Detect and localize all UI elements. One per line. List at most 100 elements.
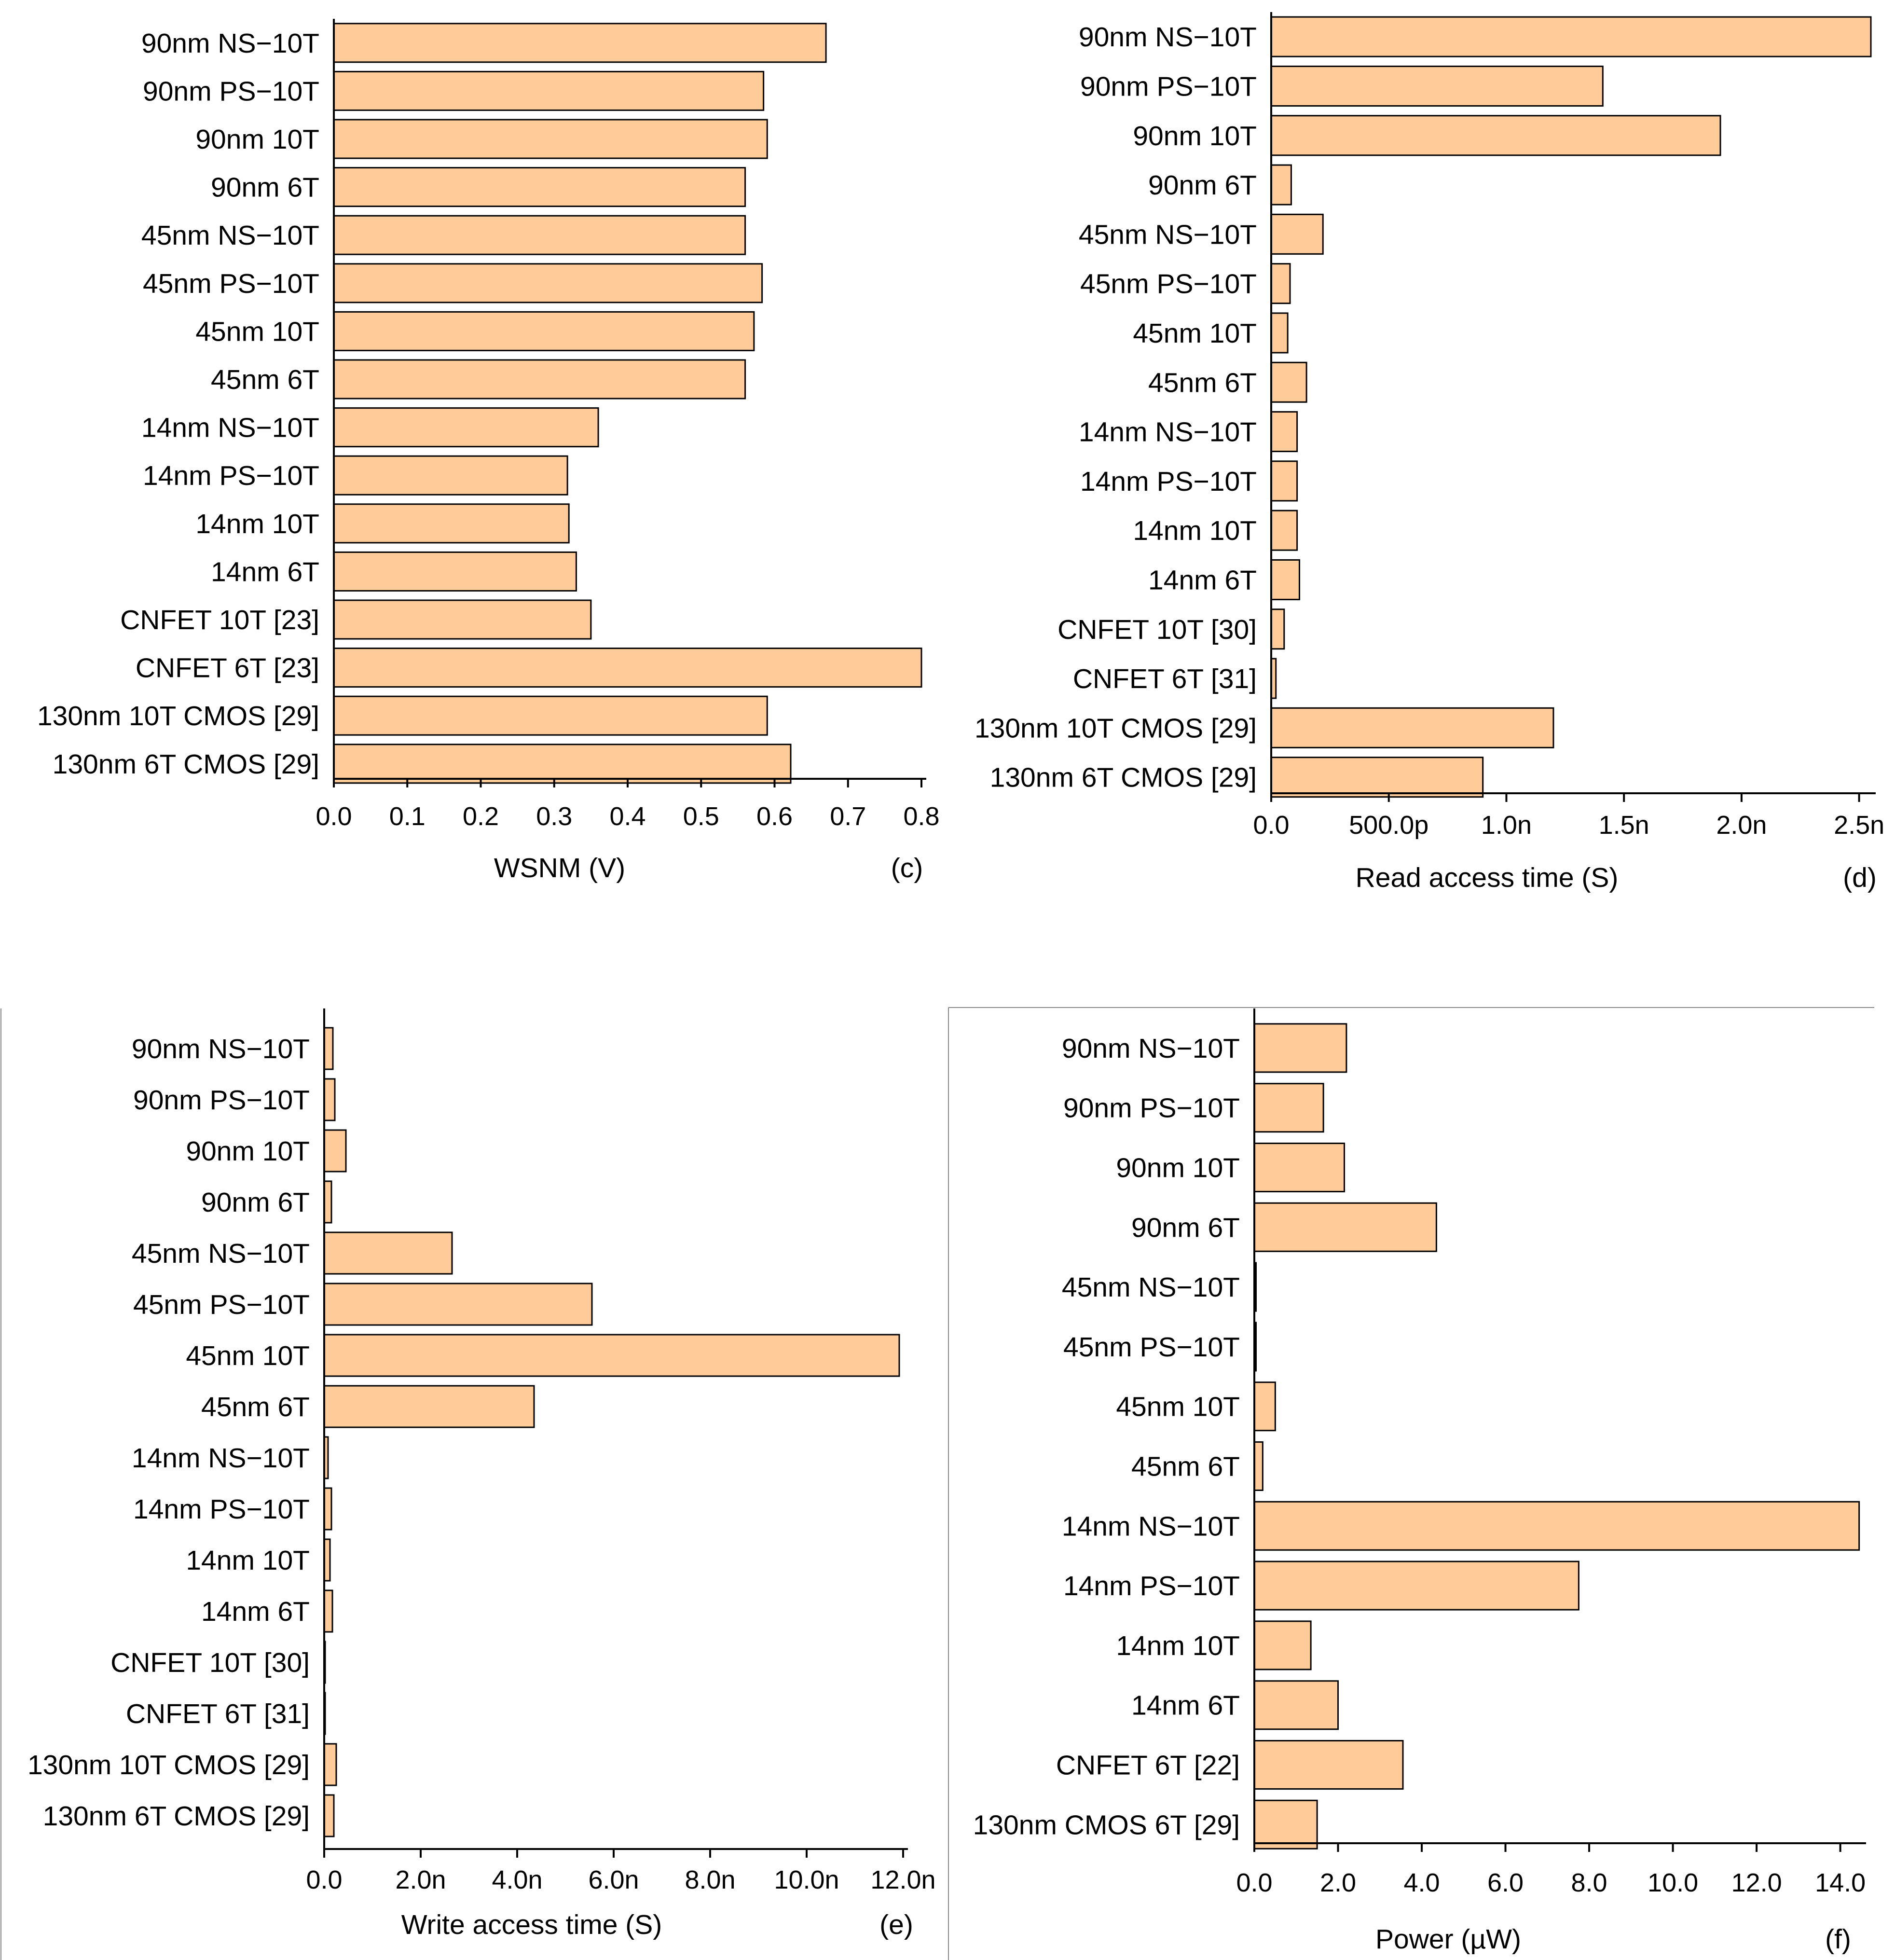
bar-d-7 [1270, 361, 1307, 403]
bar-d-11 [1270, 559, 1300, 600]
tick-label-e-4: 8.0n [685, 1865, 735, 1894]
category-label-d-12: CNFET 10T [30] [1057, 614, 1257, 645]
category-label-c-4: 45nm NS−10T [141, 220, 319, 251]
category-label-c-6: 45nm 10T [195, 316, 319, 347]
category-label-c-7: 45nm 6T [211, 364, 319, 395]
tick-label-f-6: 12.0 [1731, 1868, 1782, 1897]
tick-label-e-3: 6.0n [588, 1865, 639, 1894]
chart-d: 90nm NS−10T 90nm PS−10T 90nm 10T 90nm 6T 45n… [975, 12, 1884, 893]
bar-c-1 [333, 70, 765, 111]
category-label-d-2: 90nm 10T [1133, 121, 1257, 152]
tick-label-f-5: 10.0 [1648, 1868, 1698, 1897]
tick-label-f-7: 14.0 [1815, 1868, 1866, 1897]
category-label-e-12: CNFET 10T [30] [110, 1647, 310, 1678]
bar-e-14 [323, 1743, 337, 1786]
category-label-d-11: 14nm 6T [1148, 565, 1257, 595]
category-label-e-6: 45nm 10T [186, 1340, 310, 1371]
category-label-c-11: 14nm 6T [211, 556, 319, 587]
tick-label-f-0: 0.0 [1236, 1868, 1272, 1897]
bar-f-13 [1253, 1799, 1318, 1850]
bar-f-1 [1253, 1083, 1324, 1133]
category-label-d-8: 14nm NS−10T [1079, 417, 1257, 448]
tick-label-c-0: 0.0 [316, 802, 352, 831]
bar-d-8 [1270, 411, 1298, 453]
category-label-d-15: 130nm 6T CMOS [29] [990, 762, 1257, 793]
bar-e-4 [323, 1231, 453, 1275]
chart-f: 90nm NS−10T 90nm PS−10T 90nm 10T 90nm 6T 45n… [973, 1008, 1866, 1955]
x-axis-label-d: Read access time (S) [1356, 862, 1619, 893]
category-label-d-7: 45nm 6T [1148, 367, 1257, 398]
bar-c-12 [333, 599, 592, 640]
category-label-f-10: 14nm 10T [1116, 1630, 1240, 1661]
tick-label-d-1: 500.0p [1349, 811, 1428, 840]
bar-c-0 [333, 23, 827, 63]
category-label-c-13: CNFET 6T [23] [136, 653, 319, 684]
category-label-f-9: 14nm PS−10T [1063, 1571, 1240, 1601]
tick-label-c-6: 0.6 [756, 802, 793, 831]
category-label-e-5: 45nm PS−10T [133, 1289, 310, 1320]
bar-e-0 [323, 1027, 334, 1070]
bar-d-2 [1270, 115, 1721, 156]
category-label-f-2: 90nm 10T [1116, 1153, 1240, 1184]
category-label-f-0: 90nm NS−10T [1062, 1033, 1240, 1064]
tick-label-c-7: 0.7 [830, 802, 866, 831]
tick-label-c-1: 0.1 [389, 802, 426, 831]
bar-c-3 [333, 167, 746, 207]
bar-f-8 [1253, 1501, 1860, 1551]
category-label-c-15: 130nm 6T CMOS [29] [53, 749, 319, 780]
category-label-e-14: 130nm 10T CMOS [29] [27, 1750, 310, 1781]
bar-f-12 [1253, 1740, 1404, 1790]
x-axis-label-f: Power (µW) [1375, 1924, 1521, 1955]
category-label-f-8: 14nm NS−10T [1062, 1511, 1240, 1542]
bar-f-9 [1253, 1560, 1579, 1611]
category-label-f-7: 45nm 6T [1131, 1451, 1240, 1482]
bar-e-7 [323, 1385, 535, 1428]
category-label-c-1: 90nm PS−10T [143, 76, 319, 107]
bar-c-6 [333, 311, 755, 351]
tick-label-c-5: 0.5 [683, 802, 719, 831]
bar-d-9 [1270, 460, 1298, 502]
tick-label-c-4: 0.4 [609, 802, 645, 831]
category-label-e-9: 14nm PS−10T [133, 1494, 310, 1525]
bar-d-10 [1270, 510, 1298, 551]
category-label-f-6: 45nm 10T [1116, 1392, 1240, 1422]
bar-d-14 [1270, 707, 1554, 748]
panel-label-f: (f) [1825, 1924, 1851, 1955]
category-label-d-14: 130nm 10T CMOS [29] [975, 713, 1257, 744]
bar-e-11 [323, 1589, 333, 1633]
category-label-d-13: CNFET 6T [31] [1073, 663, 1257, 694]
bar-f-7 [1253, 1441, 1263, 1491]
category-label-f-4: 45nm NS−10T [1062, 1272, 1240, 1303]
bar-c-13 [333, 648, 922, 688]
category-label-f-13: 130nm CMOS 6T [29] [973, 1809, 1240, 1840]
bar-c-2 [333, 119, 768, 159]
bar-c-5 [333, 263, 763, 304]
bar-d-12 [1270, 608, 1285, 650]
tick-label-f-3: 6.0 [1487, 1868, 1524, 1897]
bar-c-14 [333, 695, 768, 736]
category-label-c-9: 14nm PS−10T [143, 460, 319, 491]
category-label-c-3: 90nm 6T [211, 172, 319, 203]
category-label-d-1: 90nm PS−10T [1080, 71, 1257, 102]
bar-c-4 [333, 215, 746, 255]
bar-e-2 [323, 1129, 347, 1173]
bar-e-6 [323, 1334, 900, 1377]
bar-c-15 [333, 744, 792, 784]
tick-label-d-5: 2.5n [1834, 811, 1884, 840]
category-label-d-3: 90nm 6T [1148, 170, 1257, 201]
tick-label-e-2: 4.0n [492, 1865, 542, 1894]
tick-label-c-2: 0.2 [463, 802, 499, 831]
category-label-c-10: 14nm 10T [195, 509, 319, 539]
x-axis-label-e: Write access time (S) [401, 1909, 662, 1940]
tick-label-d-0: 0.0 [1253, 811, 1289, 840]
panel-label-c: (c) [891, 853, 923, 883]
tick-label-e-0: 0.0 [306, 1865, 342, 1894]
category-label-f-1: 90nm PS−10T [1063, 1093, 1240, 1124]
bar-d-15 [1270, 757, 1484, 798]
tick-label-f-1: 2.0 [1320, 1868, 1356, 1897]
bar-e-15 [323, 1794, 335, 1837]
category-label-c-14: 130nm 10T CMOS [29] [37, 701, 319, 732]
category-label-e-2: 90nm 10T [186, 1136, 310, 1167]
category-label-f-12: CNFET 6T [22] [1056, 1750, 1240, 1781]
